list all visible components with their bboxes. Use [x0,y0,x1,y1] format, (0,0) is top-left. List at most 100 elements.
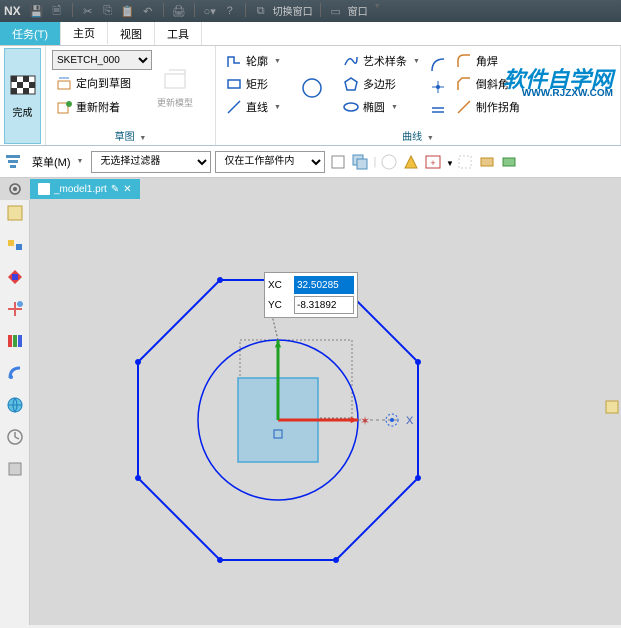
polygon-label: 多边形 [363,76,396,92]
profile-icon [226,53,242,69]
settings-gear-icon[interactable] [7,181,23,197]
circle-button[interactable] [291,74,333,102]
switch-window-icon[interactable]: ⧉ [253,3,269,19]
task-tab[interactable]: 任务(T) [0,22,61,45]
xc-label: XC [268,280,290,291]
rectangle-button[interactable]: 矩形 [222,73,285,95]
sel-tool-6-icon[interactable] [456,153,474,171]
history-icon[interactable] [6,428,24,446]
file-tab-name: _model1.prt [54,184,107,195]
ellipse-label: 椭圆 [363,99,385,115]
cut-icon[interactable]: ✂ [80,3,96,19]
left-toolbar [0,200,30,625]
saveall-icon[interactable]: 🗎 [49,3,65,19]
circle-icon [300,76,324,100]
svg-text:▼: ▼ [446,159,452,168]
yc-label: YC [268,300,290,311]
yc-input[interactable] [294,296,354,314]
tab-view[interactable]: 视图 [108,22,155,45]
orient-icon [56,75,72,91]
spline-button[interactable]: 艺术样条▼ [339,50,424,72]
separator [245,3,246,17]
help-icon[interactable]: ? [222,3,238,19]
line-icon [226,99,242,115]
chevron-down-icon[interactable]: ▼ [374,3,381,19]
spline-label: 艺术样条 [363,53,407,69]
navigator-icon[interactable] [6,204,24,222]
selection-filter-select[interactable]: 无选择过滤器 [91,151,211,173]
sketch-canvas-svg: X ✶ [30,200,621,625]
profile-button[interactable]: 轮廓▼ [222,50,285,72]
polygon-button[interactable]: 多边形 [339,73,424,95]
title-bar: NX 💾 🗎 ✂ ⎘ 📋 ↶ 🖨 ○▾ ? ⧉ 切换窗口 ▭ 窗口 ▼ [0,0,621,22]
filter-icon[interactable] [4,152,24,172]
offset-icon[interactable] [430,102,446,118]
point-icon[interactable] [430,79,446,95]
browser-icon[interactable] [6,396,24,414]
graphics-canvas[interactable]: 软件自学网 WWW.RJZXW.COM X ✶ [30,200,621,625]
arc-icon[interactable] [430,57,446,73]
paste-icon[interactable]: 📋 [120,3,136,19]
constraint-nav-icon[interactable] [6,300,24,318]
finish-label: 完成 [13,104,33,119]
switch-window-label[interactable]: 切换窗口 [273,3,313,19]
save-icon[interactable]: 💾 [29,3,45,19]
finish-button[interactable]: 完成 [4,48,41,144]
orient-to-sketch-button[interactable]: 定向到草图 [52,72,152,94]
file-tab[interactable]: _model1.prt ✎ ✕ [30,179,140,199]
window-icon[interactable]: ▭ [328,3,344,19]
reattach-button[interactable]: 重新附着 [52,96,152,118]
make-corner-button[interactable]: 制作拐角 [452,96,524,118]
xc-input[interactable] [294,276,354,294]
document-tab-bar: _model1.prt ✎ ✕ [0,178,621,200]
separator [163,3,164,17]
rectangle-icon [226,76,242,92]
coord-input-panel: XC YC [264,272,358,318]
x-axis-label: X [406,415,414,427]
part-nav-icon[interactable] [6,236,24,254]
tab-tools-label: 工具 [167,26,189,42]
finish-flag-icon [9,74,37,102]
tab-view-label: 视图 [120,26,142,42]
chamfer-icon [456,76,472,92]
line-button[interactable]: 直线▼ [222,96,285,118]
copy-icon[interactable]: ⎘ [100,3,116,19]
ellipse-button[interactable]: 椭圆▼ [339,96,424,118]
sel-tool-8-icon[interactable] [500,153,518,171]
circle-dropdown-icon[interactable]: ○▾ [202,3,218,19]
watermark-url: WWW.RJZXW.COM [522,88,613,99]
status-icon-1[interactable] [605,400,619,414]
workspace: 软件自学网 WWW.RJZXW.COM X ✶ [0,200,621,625]
ribbon-group-finish: 完成 [0,46,46,145]
scope-select[interactable]: 仅在工作部件内 [215,151,325,173]
tab-tools[interactable]: 工具 [155,22,202,45]
tab-home[interactable]: 主页 [61,22,108,45]
selection-toolbar: 菜单(M)▼ 无选择过滤器 仅在工作部件内 | +▼ [0,146,621,178]
assembly-nav-icon[interactable] [6,268,24,286]
print-icon[interactable]: 🖨 [171,3,187,19]
sel-tool-5-icon[interactable]: +▼ [424,153,452,171]
update-model-button[interactable]: 更新模型 [154,48,196,127]
profile-label: 轮廓 [246,53,268,69]
window-label[interactable]: 窗口 [348,3,368,19]
close-tab-icon[interactable]: ✕ [123,184,131,195]
sel-tool-4-icon[interactable] [402,153,420,171]
menu-button[interactable]: 菜单(M)▼ [28,151,87,173]
hd3d-icon[interactable] [6,364,24,382]
sel-tool-3-icon[interactable] [380,153,398,171]
x-snap-marker: ✶ [360,414,370,428]
tab-home-label: 主页 [73,25,95,41]
file-icon [38,183,50,195]
sketch-name-select[interactable]: SKETCH_000 [52,50,152,70]
task-tab-label: 任务(T) [12,26,48,42]
sel-tool-2-icon[interactable] [351,153,369,171]
modified-icon: ✎ [111,184,119,195]
roles-icon[interactable] [6,460,24,478]
corner-icon [456,99,472,115]
reuse-library-icon[interactable] [6,332,24,350]
undo-icon[interactable]: ↶ [140,3,156,19]
sel-tool-1-icon[interactable] [329,153,347,171]
right-status-icons [605,400,619,414]
rectangle-label: 矩形 [246,76,268,92]
sel-tool-7-icon[interactable] [478,153,496,171]
